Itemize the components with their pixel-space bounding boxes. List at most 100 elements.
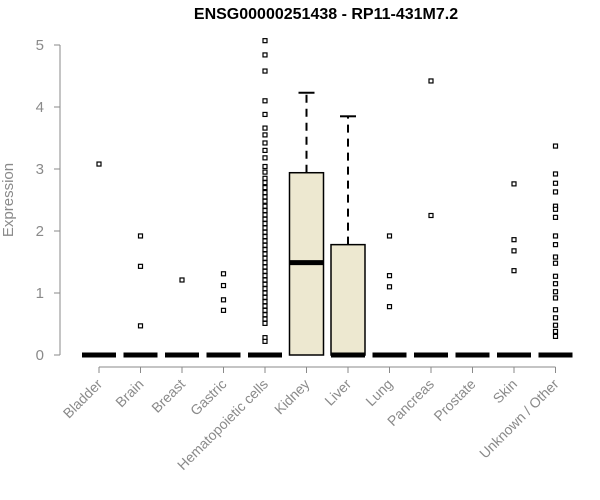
- outlier-point: [386, 284, 393, 290]
- outlier-point: [220, 271, 227, 277]
- box-breast: [165, 277, 199, 358]
- outlier-point: [262, 189, 268, 196]
- outlier-point: [262, 281, 268, 287]
- outlier-point: [262, 247, 268, 253]
- outlier-point: [428, 78, 434, 84]
- outlier-point: [262, 299, 268, 305]
- outlier-point: [428, 212, 434, 219]
- outlier-point: [262, 264, 268, 270]
- outlier-point: [262, 198, 268, 204]
- outlier-point: [262, 207, 268, 214]
- outlier-point: [552, 333, 559, 339]
- outlier-point: [552, 189, 559, 195]
- outlier-point: [262, 212, 268, 218]
- outlier-point: [262, 180, 268, 186]
- outlier-point: [96, 161, 102, 167]
- x-tick-label: Bladder: [60, 376, 106, 422]
- y-axis: 0 1 2 3 4 5: [36, 37, 61, 364]
- outlier-point: [552, 206, 559, 212]
- x-tick-label: Unknown / Other: [476, 376, 562, 462]
- outlier-point: [262, 163, 268, 170]
- outlier-point: [262, 125, 268, 131]
- box-rect: [330, 243, 366, 356]
- outlier-point: [220, 282, 227, 289]
- outlier-point: [386, 273, 393, 279]
- outlier-point: [552, 254, 559, 260]
- outlier-point: [262, 203, 268, 209]
- outlier-point: [262, 194, 268, 200]
- outlier-point: [262, 155, 268, 161]
- outlier-point: [262, 216, 268, 222]
- outlier-point: [552, 295, 559, 301]
- outlier-point: [552, 214, 559, 220]
- box-unknown-other: [538, 143, 573, 358]
- box-bladder: [82, 161, 116, 358]
- x-tick-label: Breast: [148, 376, 188, 416]
- outlier-point: [552, 307, 559, 313]
- outlier-point: [386, 233, 393, 239]
- outlier-point: [262, 175, 268, 181]
- outlier-point: [137, 233, 144, 239]
- y-tick-label: 4: [36, 99, 44, 116]
- outlier-point: [511, 248, 517, 254]
- outlier-point: [262, 52, 268, 58]
- outlier-point: [262, 132, 268, 138]
- outlier-point: [552, 242, 559, 248]
- boxes: [82, 38, 573, 358]
- outlier-point: [552, 171, 559, 177]
- outlier-point: [262, 255, 268, 261]
- y-tick-label: 3: [36, 161, 44, 178]
- outlier-point: [262, 286, 268, 292]
- outlier-point: [386, 304, 393, 310]
- outlier-point: [262, 251, 268, 257]
- outlier-point: [552, 281, 559, 287]
- outlier-point: [262, 338, 268, 344]
- outlier-point: [552, 233, 559, 239]
- outlier-point: [262, 260, 268, 266]
- outlier-point: [220, 307, 227, 313]
- chart-title: ENSG00000251438 - RP11-431M7.2: [193, 6, 459, 23]
- outlier-point: [262, 98, 268, 104]
- box-lung: [372, 233, 407, 358]
- outlier-point: [262, 140, 268, 146]
- outlier-point: [262, 225, 268, 231]
- outlier-point: [220, 297, 227, 303]
- y-tick-label: 1: [36, 285, 44, 302]
- outlier-point: [552, 289, 559, 295]
- outlier-point: [179, 277, 185, 283]
- outlier-point: [262, 273, 268, 279]
- x-tick-label: Lung: [362, 376, 395, 409]
- outlier-point: [511, 237, 517, 243]
- x-tick-label: Skin: [490, 376, 521, 407]
- y-tick-label: 2: [36, 223, 44, 240]
- outlier-point: [262, 220, 268, 227]
- x-tick-label: Prostate: [430, 376, 478, 424]
- outlier-point: [552, 315, 559, 321]
- outlier-point: [552, 273, 559, 279]
- y-tick-label: 5: [36, 37, 44, 54]
- outlier-point: [262, 290, 268, 296]
- outlier-point: [262, 242, 268, 248]
- outlier-point: [552, 180, 559, 186]
- outlier-point: [262, 320, 268, 326]
- outlier-point: [262, 312, 268, 318]
- y-tick-label: 0: [36, 347, 44, 364]
- outlier-point: [262, 185, 268, 191]
- outlier-point: [552, 328, 559, 335]
- box-hematopoietic-cells: [248, 38, 282, 358]
- outlier-point: [262, 303, 268, 309]
- box-liver: [330, 115, 366, 358]
- x-tick-label: Liver: [321, 376, 354, 409]
- outlier-point: [137, 263, 144, 269]
- outlier-point: [262, 233, 268, 240]
- outlier-point: [262, 268, 268, 274]
- box-brain: [123, 233, 158, 358]
- x-tick-label: Kidney: [271, 376, 313, 418]
- outlier-point: [511, 181, 517, 187]
- outlier-point: [262, 277, 268, 283]
- box-skin: [497, 181, 531, 358]
- outlier-point: [262, 307, 268, 313]
- outlier-point: [262, 294, 268, 300]
